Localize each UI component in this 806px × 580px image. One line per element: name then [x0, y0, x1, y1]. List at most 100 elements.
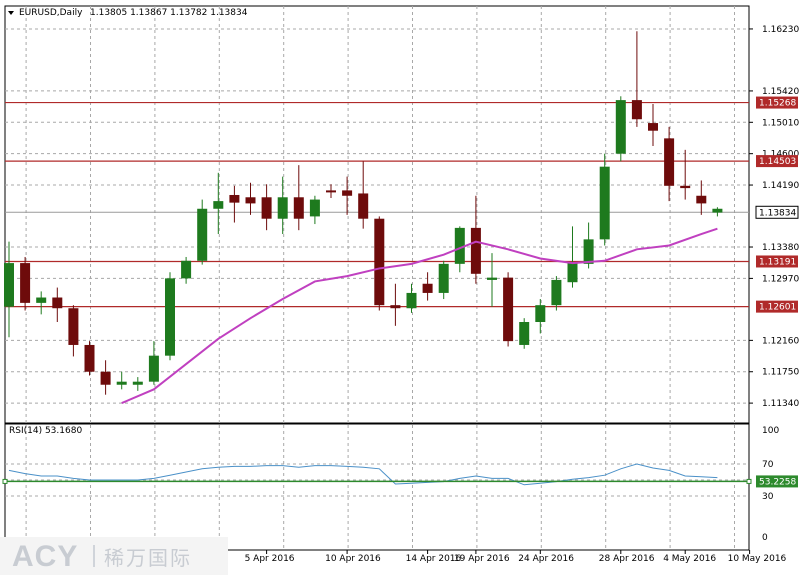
time-tick-label: 5 Apr 2016	[245, 554, 295, 564]
price-tick-label: 1.15010	[762, 118, 799, 128]
candle-body	[406, 292, 417, 309]
candle-body	[326, 190, 336, 193]
rsi-tick-label: 30	[762, 492, 774, 502]
candle-body	[116, 381, 127, 385]
candle-body	[309, 199, 320, 217]
price-tick-label: 1.16230	[762, 25, 799, 35]
rsi-tick-label: 70	[762, 460, 774, 470]
brand-logo-text: ACY	[12, 540, 79, 573]
rsi-level-handle-right	[746, 478, 752, 484]
candle-body	[664, 138, 675, 186]
candle-body	[487, 277, 497, 280]
candle-body	[519, 322, 530, 345]
candle-body	[52, 297, 63, 309]
candle-body	[390, 305, 401, 309]
candle-body	[293, 197, 304, 219]
time-tick-label: 28 Apr 2016	[599, 554, 655, 564]
price-tick-label: 1.14190	[762, 181, 799, 191]
rsi-tick-label: 0	[762, 533, 768, 543]
price-tick-label: 1.11750	[762, 368, 799, 378]
price-axis: 1.16230 1.15420 1.15010 1.14600 1.14190 1.133…	[749, 25, 799, 543]
candle-body	[68, 308, 79, 345]
candle-body	[551, 279, 562, 306]
candle-body	[165, 278, 175, 356]
candle-body	[631, 100, 642, 120]
current-price-label: 1.13834	[759, 208, 796, 218]
candle-body	[36, 297, 47, 303]
candle-body	[358, 193, 369, 219]
candle-body	[454, 227, 465, 264]
candle-body	[680, 185, 691, 189]
time-tick-label: 19 Apr 2016	[454, 554, 510, 564]
level-price-box	[756, 255, 798, 268]
candle-body	[277, 197, 288, 219]
price-tick-label: 1.15420	[762, 87, 799, 97]
candle-body	[181, 260, 192, 279]
candle-body	[712, 208, 723, 213]
level-price-label: 1.12601	[759, 303, 796, 313]
candle-body	[615, 100, 626, 154]
candle-body	[696, 195, 707, 204]
candle-body	[197, 208, 208, 261]
rsi-panel	[2, 463, 752, 486]
candle-body	[567, 262, 578, 283]
level-price-label: 1.13191	[759, 257, 796, 267]
level-price-label: 1.14503	[759, 157, 796, 167]
price-pane-frame	[4, 5, 750, 424]
time-tick-label: 14 Apr 2016	[406, 554, 462, 564]
candle-body	[213, 201, 224, 209]
rsi-level-box	[756, 475, 798, 488]
candle-body	[583, 239, 594, 264]
candle-body	[503, 277, 514, 342]
level-price-box	[756, 96, 798, 109]
candle-body	[470, 227, 481, 274]
watermark-logo: ACY 稀万国际	[0, 537, 228, 575]
brand-logo-cn: 稀万国际	[104, 546, 192, 570]
logo-divider	[93, 545, 95, 567]
time-tick-label: 4 May 2016	[663, 554, 716, 564]
time-tick-label: 24 Apr 2016	[518, 554, 574, 564]
candle-body	[4, 263, 14, 307]
price-tick-label: 1.11340	[762, 399, 799, 409]
price-tick-label: 1.12160	[762, 336, 799, 346]
rsi-tick-label: 100	[762, 426, 779, 436]
rsi-level-handle-left	[2, 478, 8, 484]
moving-average-line	[121, 227, 718, 405]
rsi-line	[8, 463, 718, 486]
candle-body	[84, 344, 95, 372]
ohlc-values: 1.13805 1.13867 1.13782 1.13834	[90, 8, 248, 18]
candle-body	[261, 197, 272, 219]
candle-body	[535, 305, 546, 323]
level-price-box	[756, 300, 798, 313]
price-tick-label: 1.12970	[762, 274, 799, 284]
candle-body	[132, 381, 143, 385]
current-price-box	[755, 205, 799, 219]
rsi-title: RSI(14) 53.1680	[9, 426, 82, 436]
candle-body	[245, 197, 256, 204]
level-price-label: 1.15268	[759, 99, 796, 109]
candle-body	[438, 263, 449, 293]
candles	[4, 31, 723, 395]
moving-average	[121, 227, 718, 405]
price-tick-label: 1.13380	[762, 243, 799, 253]
candle-body	[374, 218, 385, 306]
candle-body	[599, 166, 610, 240]
candle-body	[148, 355, 159, 382]
candle-body	[422, 283, 433, 293]
time-tick-label: 10 May 2016	[728, 554, 787, 564]
dropdown-arrow-icon[interactable]	[8, 11, 14, 15]
symbol-label: EURUSD,Daily	[19, 8, 83, 18]
price-tick-label: 1.14600	[762, 150, 799, 160]
candle-body	[100, 371, 111, 385]
candle-body	[20, 263, 31, 303]
candle-body	[648, 123, 658, 131]
rsi-level-label: 53.2258	[759, 477, 796, 487]
candle-body	[342, 190, 353, 196]
level-price-box	[756, 155, 798, 168]
candle-body	[229, 194, 240, 203]
time-tick-label: 10 Apr 2016	[325, 554, 381, 564]
